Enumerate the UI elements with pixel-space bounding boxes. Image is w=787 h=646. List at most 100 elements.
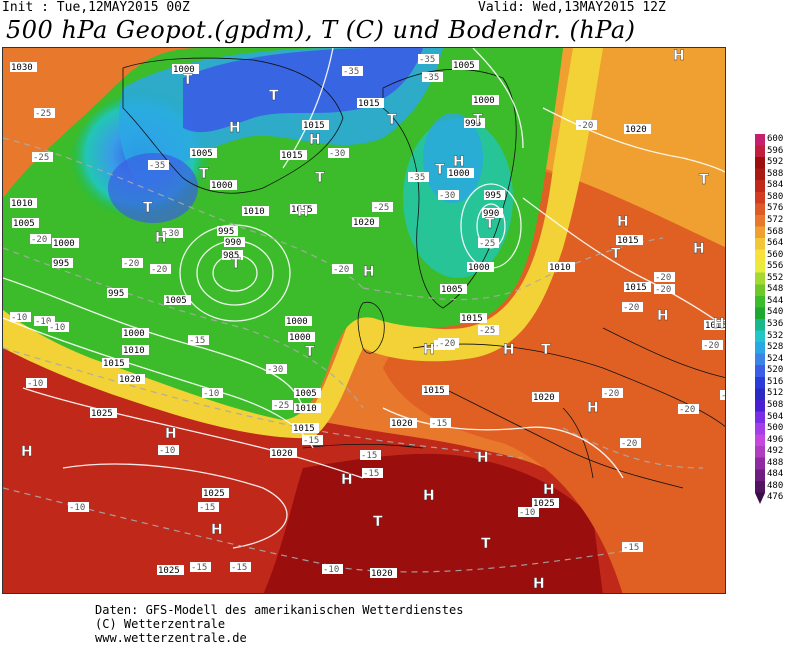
pressure-label: 1015 xyxy=(423,386,445,396)
temperature-label: -20 xyxy=(123,259,139,269)
temperature-label: -10 xyxy=(203,389,219,399)
credits-copyright: (C) Wetterzentrale xyxy=(95,617,226,631)
temperature-label: -35 xyxy=(409,173,425,183)
legend-value: 492 xyxy=(767,446,784,457)
legend-value: 532 xyxy=(767,330,784,341)
temperature-label: -20 xyxy=(621,439,637,449)
temperature-label-box xyxy=(720,390,725,400)
pressure-label: 1005 xyxy=(441,285,463,295)
temperature-label-box xyxy=(190,562,211,572)
color-legend: 600 596 592 588 584 580 576 572 568 564 560 556 552 5… xyxy=(753,130,787,520)
pressure-label: 1000 xyxy=(173,65,195,75)
high-pressure-marker: H xyxy=(363,264,375,280)
low-pressure-marker: T xyxy=(699,172,709,188)
legend-value: 592 xyxy=(767,157,784,168)
temperature-label: -15 xyxy=(191,563,207,573)
pressure-label: 1000 xyxy=(473,96,495,106)
pressure-label: 1010 xyxy=(11,199,33,209)
temperature-label-box xyxy=(162,228,183,238)
pressure-label: 1025 xyxy=(158,566,180,576)
high-pressure-marker: H xyxy=(21,444,33,460)
temperature-label-box xyxy=(518,507,539,517)
pressure-label-box xyxy=(704,320,725,330)
weather-map[interactable]: 1030 1000 1005 1000 1015 1015 1005 1015 1000 1010… xyxy=(2,47,726,594)
credits: Daten: GFS-Modell des amerikanischen Wet… xyxy=(95,603,463,645)
pressure-label: 990 xyxy=(483,209,499,219)
pressure-label-box xyxy=(294,403,321,413)
high-pressure-marker: H xyxy=(713,316,725,332)
legend-value: 528 xyxy=(767,342,784,353)
pressure-label: 1025 xyxy=(533,499,555,509)
temperature-label-box xyxy=(422,72,443,82)
high-pressure-marker: H xyxy=(617,214,629,230)
legend-value: 524 xyxy=(767,353,784,364)
high-pressure-marker: H xyxy=(211,522,223,538)
temperature-label: -20 xyxy=(577,121,593,131)
high-pressure-marker: H xyxy=(657,308,669,324)
pressure-label: 1000 xyxy=(53,239,75,249)
credits-source: Daten: GFS-Modell des amerikanischen Wet… xyxy=(95,603,464,617)
pressure-label: 1015 xyxy=(358,99,380,109)
temperature-label: -10 xyxy=(49,323,65,333)
pressure-label-box xyxy=(210,180,237,190)
pressure-label-box xyxy=(12,218,39,228)
pressure-label-box xyxy=(357,98,384,108)
pressure-label-box xyxy=(370,568,397,578)
pressure-label-box xyxy=(107,288,128,298)
low-pressure-marker: T xyxy=(435,162,445,178)
temperature-label-box xyxy=(620,438,641,448)
init-time-label: Init : Tue,12MAY2015 00Z xyxy=(2,0,190,15)
temperature-label: -20 xyxy=(603,389,619,399)
pressure-label-box xyxy=(440,284,467,294)
legend-value: 516 xyxy=(767,376,784,387)
temperature-label: -25 xyxy=(479,326,495,336)
high-pressure-marker: H xyxy=(423,488,435,504)
pressure-label-box xyxy=(164,295,191,305)
temperature-label: -10 xyxy=(27,379,43,389)
pressure-label: 1015 xyxy=(103,359,125,369)
pressure-label: 1000 xyxy=(289,333,311,343)
temperature-label-box xyxy=(202,388,223,398)
legend-value: 548 xyxy=(767,284,784,295)
pressure-label: 1020 xyxy=(371,569,393,579)
legend-value: 496 xyxy=(767,434,784,445)
legend-value: 588 xyxy=(767,168,784,179)
pressure-label: 985 xyxy=(223,251,239,261)
pressure-label: 990 xyxy=(225,238,241,248)
temperature-label: -25 xyxy=(35,109,51,119)
pressure-label: 1015 xyxy=(461,314,483,324)
temperature-label-box xyxy=(34,108,55,118)
pressure-label-box xyxy=(484,190,505,200)
temperature-label: -35 xyxy=(419,55,435,65)
legend-value: 476 xyxy=(767,492,784,503)
map-labels: 1030 1000 1005 1000 1015 1015 1005 1015 1000 1010… xyxy=(10,48,725,592)
temperature-label-box xyxy=(322,564,343,574)
pressure-label-box xyxy=(172,64,199,74)
temperature-label-box xyxy=(438,190,459,200)
pressure-label: 995 xyxy=(53,259,69,269)
pressure-label: 1015 xyxy=(625,283,647,293)
pressure-label-box xyxy=(10,62,37,72)
pressure-label: 1010 xyxy=(243,207,265,217)
low-pressure-marker: T xyxy=(315,170,325,186)
legend-value: 580 xyxy=(767,191,784,202)
valid-time-label: Valid: Wed,13MAY2015 12Z xyxy=(478,0,666,15)
high-pressure-marker: H xyxy=(297,204,309,220)
pressure-label-box xyxy=(288,332,315,342)
pressure-label-box xyxy=(532,392,559,402)
pressure-label-box xyxy=(532,498,559,508)
high-pressure-marker: H xyxy=(341,472,353,488)
temperature-label-box xyxy=(576,120,597,130)
temperature-label: -30 xyxy=(439,191,455,201)
temperature-label: -20 xyxy=(679,405,695,415)
temperature-label-box xyxy=(372,202,393,212)
cold-core-scandinavia-inner xyxy=(423,113,483,203)
temperature-label-box xyxy=(48,322,69,332)
temperature-label-box xyxy=(122,258,143,268)
credits-website[interactable]: www.wetterzentrale.de xyxy=(95,631,247,645)
high-pressure-marker: H xyxy=(543,482,555,498)
legend-value: 560 xyxy=(767,249,784,260)
temperature-label-box xyxy=(478,325,499,335)
pressure-label-box xyxy=(464,118,485,128)
temperature-label: -10 xyxy=(323,565,339,575)
